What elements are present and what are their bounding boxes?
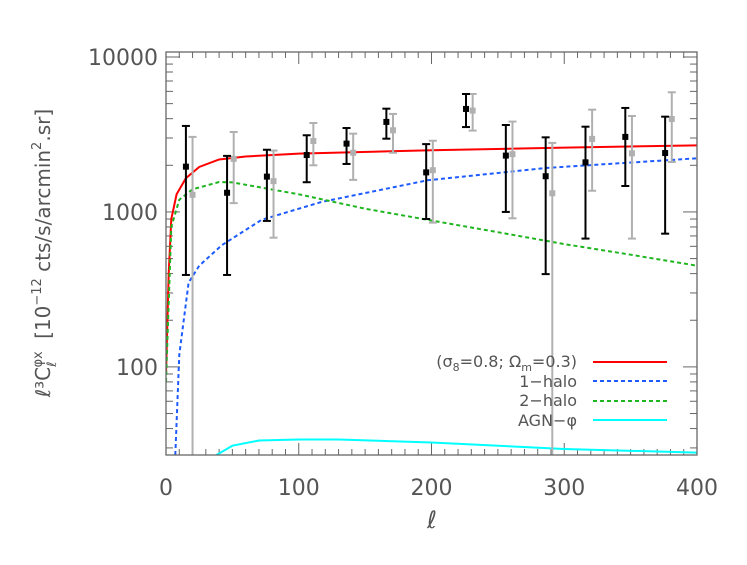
marker (383, 118, 390, 125)
marker (263, 173, 270, 180)
curve-total (166, 144, 697, 375)
data-point-gray (309, 121, 318, 167)
tick-labels: 0 100 200 300 400 100 1000 10000 (88, 46, 718, 501)
data-points (181, 91, 676, 455)
marker (343, 140, 350, 147)
data-point-black (581, 125, 590, 240)
legend-label-agn-phi: AGN−φ (518, 411, 577, 430)
data-point-gray (269, 149, 278, 239)
y-axis-label: ℓ³Cℓφx [10−12 cts/s/arcmin2.sr] (30, 109, 60, 398)
marker (463, 105, 470, 112)
y-tick-label: 1000 (102, 201, 158, 226)
marker (622, 133, 629, 140)
curve-AGN-phi (215, 438, 697, 455)
data-point-gray (188, 135, 197, 455)
data-point-black (541, 136, 550, 276)
legend-label-2-halo: 2−halo (519, 391, 577, 410)
marker (303, 152, 310, 159)
marker (582, 159, 589, 166)
marker (310, 137, 317, 144)
data-point-black (621, 106, 630, 188)
marker (469, 107, 476, 114)
data-point-gray (667, 91, 676, 164)
y-tick-label: 10000 (88, 46, 158, 71)
legend: (σ8=0.8; Ωm=0.3) 1−halo 2−halo AGN−φ (436, 352, 667, 430)
marker (549, 190, 556, 197)
y-tick-label: 100 (116, 356, 158, 381)
marker (350, 149, 357, 156)
marker (270, 178, 277, 185)
data-point-black (661, 115, 670, 235)
marker (589, 135, 596, 142)
marker (423, 169, 430, 176)
data-point-gray (229, 131, 238, 205)
data-point-black (382, 107, 391, 140)
data-point-black (342, 127, 351, 165)
data-point-black (262, 148, 271, 222)
data-point-black (462, 92, 471, 129)
marker (668, 115, 675, 122)
data-point-gray (548, 141, 557, 455)
marker (224, 189, 231, 196)
data-point-black (181, 124, 190, 276)
x-tick-label: 0 (159, 476, 173, 501)
data-point-gray (588, 108, 597, 192)
marker (390, 127, 397, 134)
data-point-black (223, 154, 232, 276)
marker (542, 173, 549, 180)
data-point-gray (389, 112, 398, 154)
marker (230, 155, 237, 162)
curves (166, 144, 697, 455)
marker (502, 152, 509, 159)
legend-label-total: (σ8=0.8; Ωm=0.3) (436, 352, 577, 374)
x-tick-label: 300 (543, 476, 585, 501)
legend-label-1-halo: 1−halo (519, 372, 577, 391)
plot-frame (165, 51, 698, 456)
x-axis-label: ℓ (426, 506, 437, 534)
marker (429, 167, 436, 174)
marker (182, 163, 189, 170)
data-point-gray (627, 115, 636, 240)
marker (189, 191, 196, 198)
x-tick-label: 100 (278, 476, 320, 501)
data-point-black (422, 143, 431, 221)
marker (509, 151, 516, 158)
data-point-gray (468, 92, 477, 132)
data-point-gray (508, 120, 517, 220)
marker (662, 150, 669, 157)
curve-1-halo (174, 157, 697, 455)
data-point-gray (428, 139, 437, 224)
marker (628, 150, 635, 157)
data-point-black (501, 123, 510, 213)
data-point-black (302, 134, 311, 184)
x-tick-label: 200 (411, 476, 453, 501)
data-point-gray (349, 132, 358, 181)
curve-2-halo (166, 180, 697, 382)
x-tick-label: 400 (676, 476, 718, 501)
